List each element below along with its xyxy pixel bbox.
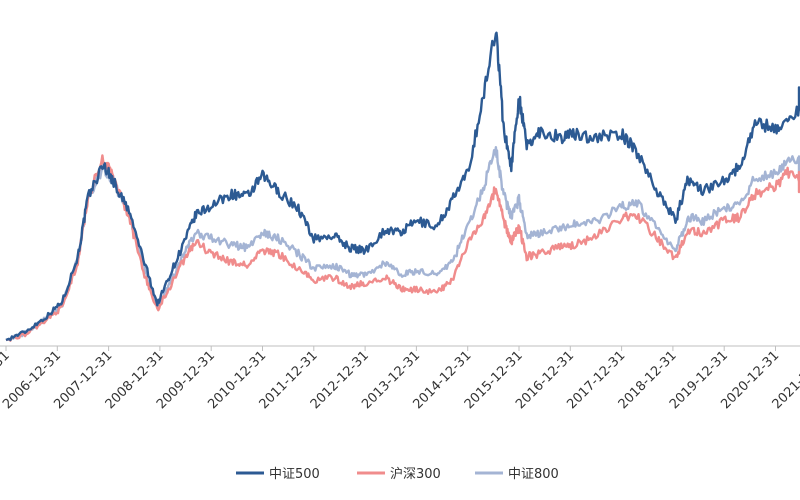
x-axis-ticks <box>5 346 776 351</box>
series-line-1 <box>5 31 800 342</box>
series-line-3 <box>5 146 800 342</box>
x-tick-label: -31 <box>0 348 13 374</box>
legend-label-1: 中证500 <box>269 467 320 482</box>
legend: 中证500 沪深300 中证800 <box>236 466 559 482</box>
legend-label-3: 中证800 <box>508 467 559 482</box>
legend-label-2: 沪深300 <box>390 466 441 482</box>
series-lines <box>5 31 800 342</box>
series-line-2 <box>5 154 800 342</box>
x-axis-tick-labels: -312006-12-312007-12-312008-12-312009-12… <box>0 348 800 412</box>
